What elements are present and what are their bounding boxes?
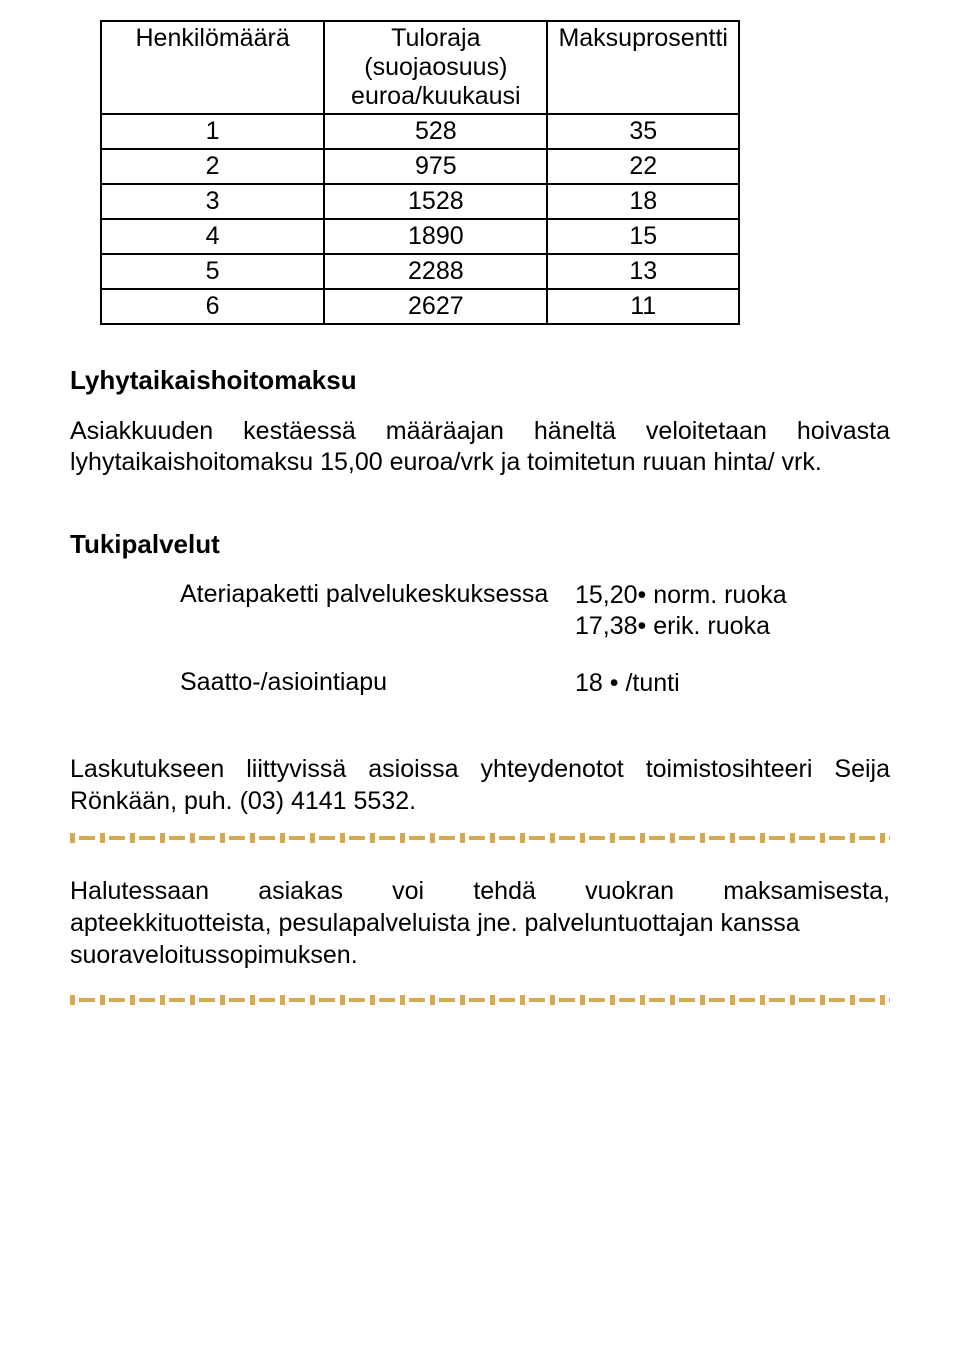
service-label: Ateriapaketti palvelukeskuksessa: [180, 580, 575, 643]
cell: 1528: [324, 184, 547, 219]
service-value: 15,20• norm. ruoka 17,38• erik. ruoka: [575, 580, 890, 643]
table-row: 2 975 22: [101, 149, 739, 184]
cell: 3: [101, 184, 324, 219]
cell: 22: [547, 149, 739, 184]
header-text: Maksuprosentti: [558, 24, 728, 52]
cell: 35: [547, 114, 739, 149]
table-row: 3 1528 18: [101, 184, 739, 219]
header-text: Henkilömäärä: [135, 24, 289, 52]
divider-icon: [70, 993, 890, 1007]
cell: 13: [547, 254, 739, 289]
header-text: (suojaosuus): [364, 53, 507, 81]
header-text: Tuloraja: [391, 24, 480, 52]
justified-line: Halutessaan asiakas voi tehdä vuokran ma…: [70, 875, 890, 907]
services-list: Ateriapaketti palvelukeskuksessa 15,20• …: [180, 580, 890, 700]
text-line: apteekkituotteista, pesulapalveluista jn…: [70, 907, 890, 939]
section-heading: Tukipalvelut: [70, 529, 890, 560]
cell: 4: [101, 219, 324, 254]
section-body: Halutessaan asiakas voi tehdä vuokran ma…: [70, 875, 890, 971]
table-header: Tuloraja (suojaosuus) euroa/kuukausi: [324, 21, 547, 114]
word: maksamisesta,: [723, 875, 890, 907]
cell: 15: [547, 219, 739, 254]
service-label: Saatto-/asiointiapu: [180, 668, 575, 699]
word: Halutessaan: [70, 875, 209, 907]
word: asiakas: [258, 875, 343, 907]
service-row: Saatto-/asiointiapu 18 • /tunti: [180, 668, 890, 699]
table-header: Maksuprosentti: [547, 21, 739, 114]
document-page: Henkilömäärä Tuloraja (suojaosuus) euroa…: [0, 0, 960, 1067]
decorative-divider: [70, 831, 890, 851]
cell: 1: [101, 114, 324, 149]
cell: 528: [324, 114, 547, 149]
table-row: 6 2627 11: [101, 289, 739, 324]
cell: 18: [547, 184, 739, 219]
cell: 2627: [324, 289, 547, 324]
table-header: Henkilömäärä: [101, 21, 324, 114]
table-body: 1 528 35 2 975 22 3 1528 18 4 1890 15 5: [101, 114, 739, 324]
text-line: suoraveloitussopimuksen.: [70, 939, 890, 971]
table-row: 4 1890 15: [101, 219, 739, 254]
divider-icon: [70, 831, 890, 845]
cell: 2288: [324, 254, 547, 289]
cell: 1890: [324, 219, 547, 254]
word: vuokran: [585, 875, 674, 907]
cell: 6: [101, 289, 324, 324]
service-value: 18 • /tunti: [575, 668, 890, 699]
cell: 2: [101, 149, 324, 184]
section-body: Laskutukseen liittyvissä asioissa yhteyd…: [70, 754, 890, 817]
cell: 5: [101, 254, 324, 289]
table-row: 1 528 35: [101, 114, 739, 149]
section-body: Asiakkuuden kestäessä määräajan häneltä …: [70, 416, 890, 479]
table-header-row: Henkilömäärä Tuloraja (suojaosuus) euroa…: [101, 21, 739, 114]
decorative-divider: [70, 993, 890, 1013]
word: tehdä: [473, 875, 536, 907]
header-text: euroa/kuukausi: [351, 82, 521, 110]
section-heading: Lyhytaikaishoitomaksu: [70, 365, 890, 396]
cell: 11: [547, 289, 739, 324]
service-row: Ateriapaketti palvelukeskuksessa 15,20• …: [180, 580, 890, 643]
word: voi: [392, 875, 424, 907]
table-row: 5 2288 13: [101, 254, 739, 289]
cell: 975: [324, 149, 547, 184]
pricing-table: Henkilömäärä Tuloraja (suojaosuus) euroa…: [100, 20, 740, 325]
